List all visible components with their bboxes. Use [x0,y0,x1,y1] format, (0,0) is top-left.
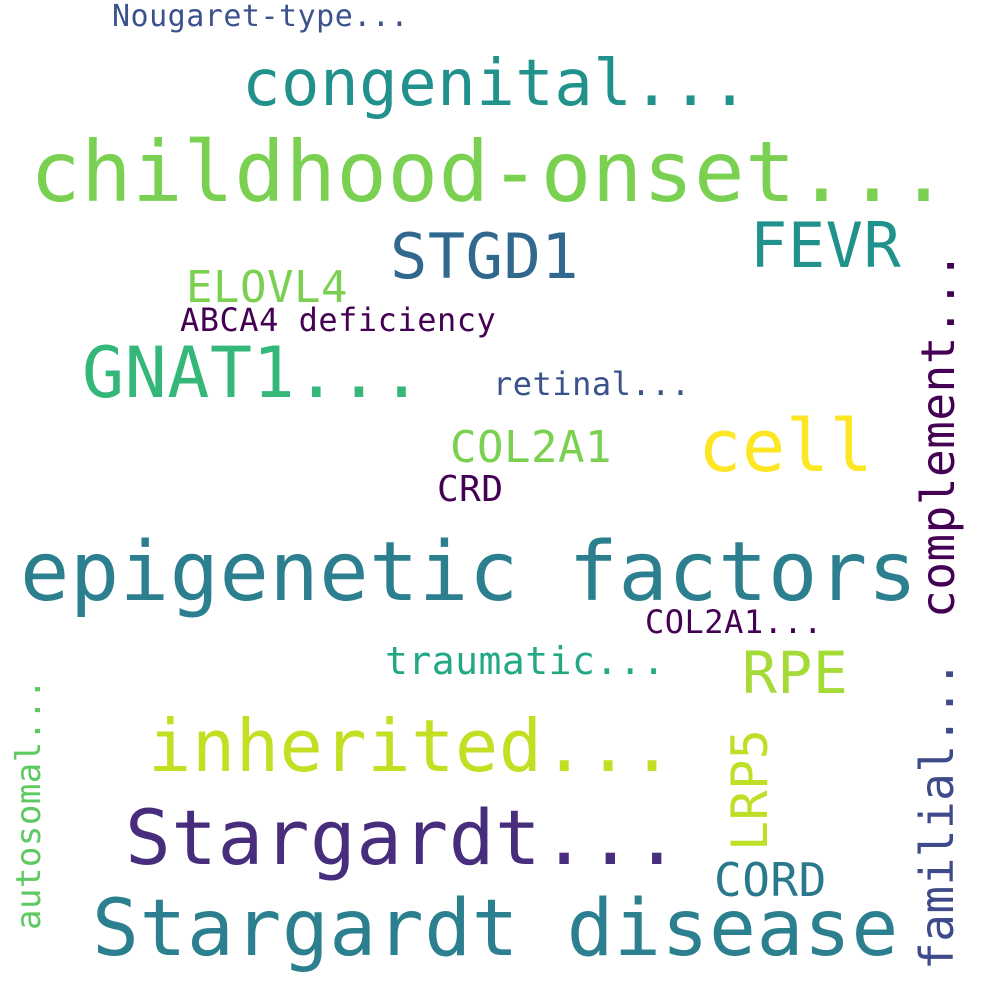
word-retinal: retinal... [493,365,691,403]
word-stargardt-disease: Stargardt disease [92,884,899,974]
word-traumatic: traumatic... [385,639,666,683]
word-autosomal: autosomal... [9,678,49,930]
word-cord: CORD [714,853,827,907]
word-nougaret-type: Nougaret-type... [112,0,409,34]
word-lrp5: LRP5 [721,728,779,851]
word-crd: CRD [437,469,504,510]
word-complement: complement... [911,251,965,618]
word-gnat1: GNAT1... [82,332,424,414]
word-familial: familial... [910,659,964,970]
word-abca4-deficiency: ABCA4 deficiency [180,301,497,339]
word-fevr: FEVR [750,209,902,282]
word-stargardt: Stargardt... [125,793,681,882]
word-stgd1: STGD1 [390,220,580,293]
word-inherited: inherited... [148,704,675,788]
word-epigenetic-factors: epigenetic factors [20,525,918,620]
word-elovl4: ELOVL4 [186,262,348,313]
word-cell: cell [698,404,874,488]
word-rpe: RPE [742,639,849,707]
word-congenital: congenital... [242,47,750,121]
word-col2a1-truncated: COL2A1... [645,603,823,641]
word-childhood-onset: childhood-onset... [30,123,950,221]
word-col2a1: COL2A1 [450,422,612,473]
